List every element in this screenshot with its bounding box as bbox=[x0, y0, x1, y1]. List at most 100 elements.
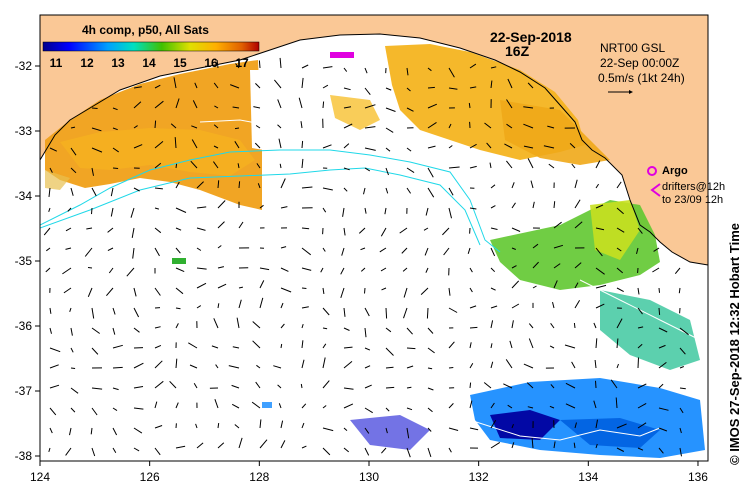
current-vector bbox=[48, 187, 51, 197]
current-vectors bbox=[43, 57, 689, 458]
current-vector bbox=[679, 387, 686, 390]
current-vector bbox=[300, 121, 303, 129]
current-vector bbox=[420, 287, 429, 295]
current-vector bbox=[406, 347, 416, 350]
current-vector bbox=[217, 245, 222, 249]
current-vector bbox=[489, 162, 492, 169]
current-vector bbox=[658, 327, 668, 333]
current-vector bbox=[196, 282, 207, 289]
current-vector bbox=[381, 287, 387, 291]
current-vector bbox=[91, 147, 103, 153]
current-vector bbox=[280, 420, 284, 429]
current-vector bbox=[425, 207, 429, 216]
current-vector bbox=[469, 400, 473, 409]
current-vector bbox=[511, 280, 520, 289]
colorbar-label: 16 bbox=[204, 56, 218, 70]
current-vector bbox=[448, 427, 459, 431]
current-vector bbox=[217, 200, 226, 209]
current-vector bbox=[196, 442, 204, 449]
current-vector bbox=[170, 123, 177, 129]
current-vector bbox=[322, 247, 326, 252]
current-vector bbox=[196, 247, 202, 251]
current-vector bbox=[91, 207, 93, 215]
current-vector bbox=[252, 340, 261, 349]
current-vector bbox=[550, 384, 555, 389]
current-vector bbox=[190, 160, 198, 169]
current-vector bbox=[62, 267, 72, 275]
current-vector bbox=[363, 187, 366, 195]
current-vector bbox=[595, 284, 607, 289]
current-vector bbox=[232, 346, 240, 349]
current-vector bbox=[616, 338, 619, 349]
current-vector bbox=[406, 407, 413, 411]
current-vector bbox=[112, 366, 123, 369]
current-vector bbox=[133, 427, 143, 434]
current-vector bbox=[196, 267, 207, 270]
current-vector bbox=[490, 184, 496, 189]
current-vector bbox=[385, 187, 389, 194]
current-vector bbox=[91, 447, 96, 457]
current-vector bbox=[277, 124, 282, 129]
current-vector bbox=[255, 125, 261, 129]
sst-patches bbox=[45, 44, 705, 458]
current-vector bbox=[322, 343, 327, 349]
current-vector bbox=[126, 267, 135, 277]
current-vector bbox=[553, 221, 562, 229]
current-vector bbox=[424, 247, 429, 256]
current-vector bbox=[238, 221, 244, 229]
current-vector bbox=[637, 357, 639, 369]
current-vector bbox=[364, 87, 371, 96]
current-vector bbox=[322, 101, 325, 109]
current-vector bbox=[235, 63, 240, 69]
current-vector bbox=[217, 303, 220, 309]
current-vector bbox=[214, 399, 219, 409]
current-vector bbox=[343, 167, 350, 171]
current-vector bbox=[511, 303, 520, 309]
current-vector bbox=[91, 347, 99, 355]
current-vector bbox=[595, 267, 605, 275]
current-vector bbox=[340, 287, 345, 299]
current-vector bbox=[385, 407, 390, 412]
current-vector bbox=[259, 419, 262, 429]
current-vector bbox=[385, 327, 392, 333]
current-vector bbox=[406, 87, 411, 92]
overlay-line-3: 0.5m/s (1kt 24h) bbox=[598, 71, 685, 85]
current-vector bbox=[595, 160, 601, 169]
current-vector bbox=[107, 247, 114, 252]
current-vector bbox=[196, 305, 202, 309]
current-vector bbox=[549, 345, 555, 349]
current-vector bbox=[486, 142, 492, 149]
current-vector bbox=[448, 123, 452, 129]
current-vector bbox=[385, 427, 388, 434]
y-tick-label: -36 bbox=[15, 319, 33, 333]
current-vector bbox=[490, 305, 498, 309]
current-vector bbox=[278, 403, 282, 409]
current-vector bbox=[616, 267, 624, 274]
current-vector bbox=[385, 307, 388, 319]
current-vector bbox=[238, 299, 242, 309]
current-vector bbox=[448, 367, 454, 369]
current-vector bbox=[553, 263, 561, 269]
current-vector bbox=[427, 447, 432, 458]
current-vector bbox=[343, 143, 350, 149]
current-vector bbox=[169, 380, 177, 389]
current-vector bbox=[301, 445, 307, 449]
current-vector bbox=[112, 344, 123, 349]
current-vector bbox=[90, 427, 93, 435]
current-vector bbox=[322, 84, 329, 89]
current-vector bbox=[364, 147, 376, 151]
current-vector bbox=[154, 207, 160, 210]
current-vector bbox=[213, 124, 219, 129]
current-vector bbox=[69, 427, 72, 436]
current-vector bbox=[595, 183, 600, 189]
current-vector bbox=[343, 361, 353, 369]
current-vector bbox=[364, 365, 371, 369]
current-vector bbox=[45, 267, 51, 273]
current-vector bbox=[255, 381, 261, 389]
current-vector bbox=[133, 125, 138, 129]
current-vector bbox=[427, 187, 435, 198]
current-vector bbox=[574, 199, 581, 209]
current-vector bbox=[593, 400, 597, 409]
current-vector bbox=[469, 382, 472, 389]
current-vector bbox=[448, 67, 455, 78]
